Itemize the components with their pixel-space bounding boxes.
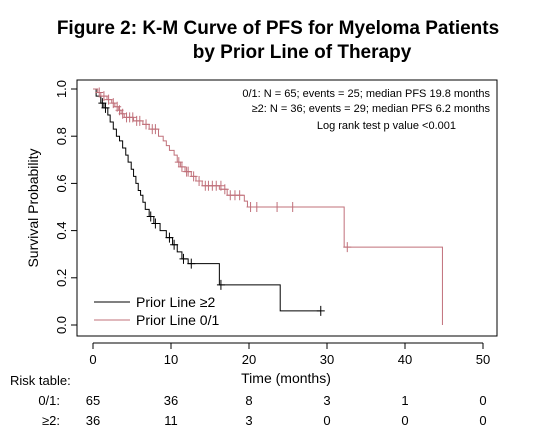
censor-mark — [151, 124, 160, 135]
legend-label-prior-line-2plus: Prior Line ≥2 — [136, 294, 215, 310]
y-axis-label: Survival Probability — [25, 148, 41, 267]
annotation-logrank: Log rank test p value <0.001 — [317, 120, 456, 132]
risk-cell: 65 — [86, 393, 100, 408]
risk-row-label-2plus: ≥2: — [42, 413, 60, 428]
x-tick-label: 10 — [164, 352, 178, 367]
censor-mark — [101, 102, 110, 113]
x-tick-label: 20 — [242, 352, 256, 367]
censor-mark — [151, 218, 160, 229]
censor-mark — [235, 190, 244, 201]
risk-row-label-01: 0/1: — [38, 393, 60, 408]
legend-label-prior-line-01: Prior Line 0/1 — [136, 312, 219, 328]
y-tick-label: 0.6 — [54, 174, 69, 192]
risk-cell: 36 — [86, 413, 100, 428]
x-tick-label: 0 — [89, 352, 96, 367]
x-tick-label: 30 — [320, 352, 334, 367]
risk-cell: 11 — [164, 413, 178, 428]
risk-cell: 0 — [323, 413, 330, 428]
chart-title-line1: Figure 2: K-M Curve of PFS for Myeloma P… — [57, 18, 499, 39]
chart-title-line2: by Prior Line of Therapy — [193, 42, 412, 63]
risk-cell: 36 — [164, 393, 178, 408]
censor-mark — [187, 258, 196, 269]
y-tick-label: 1.0 — [54, 80, 69, 98]
annotation-group-01: 0/1: N = 65; events = 25; median PFS 19.… — [242, 88, 490, 100]
x-tick-label: 40 — [398, 352, 412, 367]
y-tick-label: 0.8 — [54, 127, 69, 145]
survival-curves — [93, 87, 443, 325]
risk-cell: 3 — [323, 393, 330, 408]
annotation-group-2plus: ≥2: N = 36; events = 29; median PFS 6.2 … — [252, 103, 491, 115]
risk-cell: 1 — [401, 393, 408, 408]
risk-cell: 3 — [245, 413, 252, 428]
censor-mark — [273, 202, 282, 212]
x-tick-label: 50 — [476, 352, 490, 367]
censor-mark — [184, 166, 193, 177]
y-tick-label: 0.4 — [54, 222, 69, 240]
y-axis: 0.0 0.2 0.4 0.6 0.8 1.0 — [54, 80, 78, 334]
censor-mark — [288, 202, 297, 212]
legend: Prior Line ≥2 Prior Line 0/1 — [94, 294, 219, 328]
censor-mark — [252, 202, 261, 212]
censor-mark — [343, 242, 352, 253]
censor-mark — [104, 94, 113, 105]
y-tick-label: 0.2 — [54, 269, 69, 287]
censor-mark — [220, 184, 229, 195]
censor-mark — [99, 91, 108, 102]
censor-mark — [165, 232, 174, 243]
censor-mark — [316, 305, 325, 316]
y-tick-label: 0.0 — [54, 316, 69, 334]
x-axis-label: Time (months) — [241, 370, 331, 386]
censor-mark — [170, 239, 179, 250]
censor-mark — [95, 87, 104, 98]
km-curve-series-0 — [93, 88, 321, 312]
censor-mark — [179, 253, 188, 264]
censor-mark — [142, 119, 151, 130]
censor-mark — [189, 171, 198, 182]
risk-cell: 0 — [401, 413, 408, 428]
risk-cell: 8 — [245, 393, 252, 408]
censor-mark — [146, 211, 155, 222]
risk-table: Risk table: 0/1: ≥2: 65 36 8 3 1 0 36 11 3 0 0 0 — [10, 373, 487, 428]
censor-mark — [195, 176, 204, 187]
risk-table-label: Risk table: — [10, 373, 71, 388]
risk-cell: 0 — [479, 413, 486, 428]
x-axis: 0 10 20 30 40 50 — [89, 342, 490, 367]
censor-mark — [135, 115, 144, 126]
risk-cell: 0 — [479, 393, 486, 408]
censor-mark — [216, 279, 225, 290]
censor-mark — [177, 161, 186, 172]
